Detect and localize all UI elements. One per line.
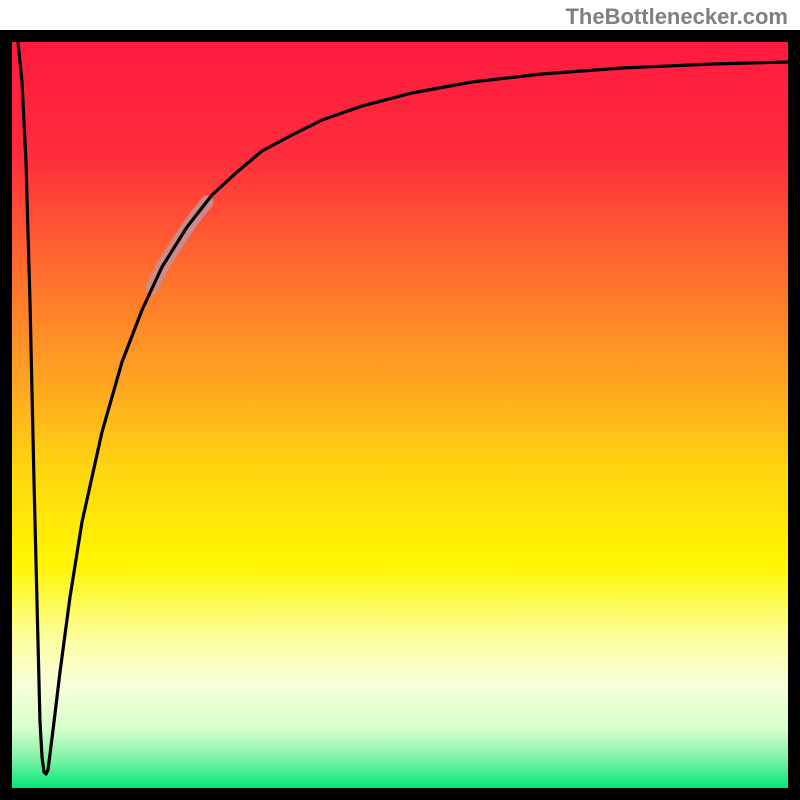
gradient-background	[12, 42, 788, 788]
plot-frame	[0, 30, 800, 800]
plot-svg	[12, 42, 788, 788]
chart-container: TheBottlenecker.com	[0, 0, 800, 800]
plot-area	[12, 42, 788, 788]
watermark-text: TheBottlenecker.com	[565, 4, 788, 30]
